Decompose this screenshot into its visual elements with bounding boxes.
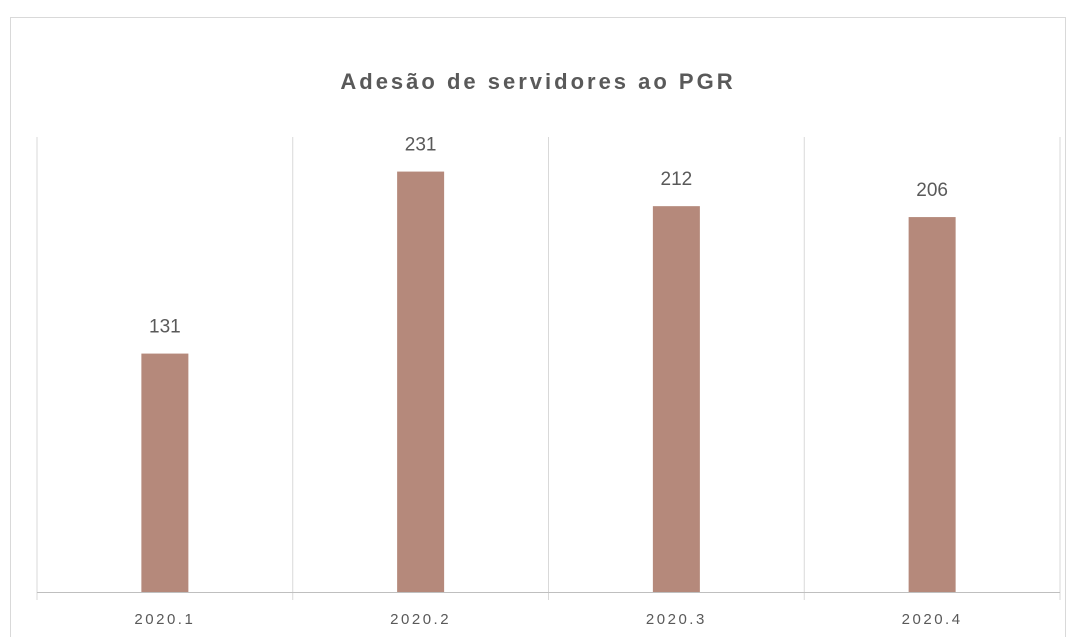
bar (908, 217, 956, 592)
bar (141, 353, 189, 592)
data-label: 212 (661, 169, 693, 190)
bar (397, 171, 445, 592)
x-tick-label: 2020.3 (646, 611, 707, 628)
chart-title: Adesão de servidores ao PGR (340, 69, 735, 94)
data-label: 206 (916, 180, 948, 201)
x-tick-label: 2020.1 (134, 611, 195, 628)
data-label: 231 (405, 135, 437, 156)
x-tick-label: 2020.2 (390, 611, 451, 628)
x-tick-label: 2020.4 (902, 611, 963, 628)
data-label: 131 (149, 317, 181, 338)
bar (652, 206, 700, 592)
